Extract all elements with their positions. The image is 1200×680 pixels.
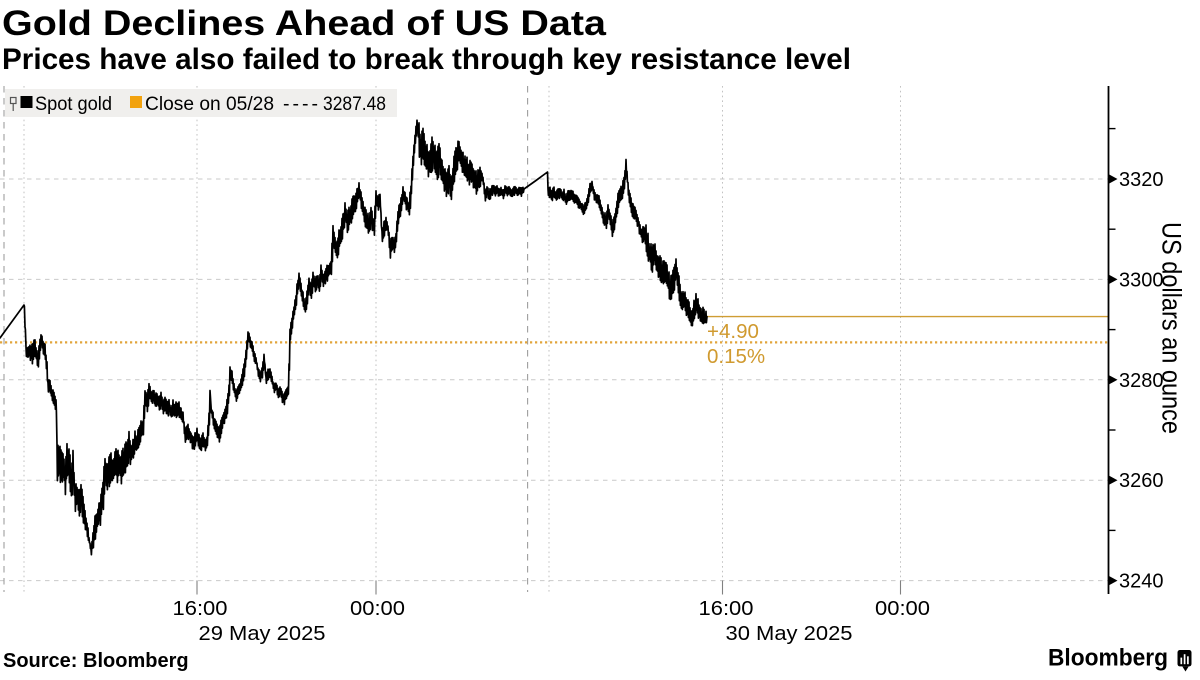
- svg-text:00:00: 00:00: [350, 597, 405, 620]
- svg-text:----: ----: [283, 93, 321, 115]
- svg-text:+4.90: +4.90: [707, 320, 759, 343]
- svg-text:3320: 3320: [1119, 169, 1164, 191]
- svg-text:Prices have also failed to bre: Prices have also failed to break through…: [2, 43, 851, 76]
- svg-text:0.15%: 0.15%: [707, 345, 765, 368]
- svg-text:30 May 2025: 30 May 2025: [726, 622, 853, 645]
- svg-text:Source: Bloomberg: Source: Bloomberg: [3, 650, 189, 672]
- svg-text:29 May 2025: 29 May 2025: [199, 622, 326, 645]
- svg-text:16:00: 16:00: [699, 597, 754, 620]
- svg-text:Close on 05/28: Close on 05/28: [145, 93, 274, 115]
- svg-text:3240: 3240: [1119, 571, 1164, 593]
- svg-text:3280: 3280: [1119, 370, 1164, 392]
- svg-text:3260: 3260: [1119, 470, 1164, 492]
- svg-text:Bloomberg: Bloomberg: [1048, 645, 1168, 672]
- svg-text:Gold Declines Ahead of US Data: Gold Declines Ahead of US Data: [2, 4, 607, 43]
- svg-text:US dollars an ounce: US dollars an ounce: [1157, 222, 1187, 434]
- svg-text:Spot gold: Spot gold: [35, 93, 112, 115]
- svg-text:3300: 3300: [1119, 269, 1164, 291]
- svg-text:3287.48: 3287.48: [323, 93, 386, 115]
- svg-text:00:00: 00:00: [875, 597, 930, 620]
- svg-text:16:00: 16:00: [173, 597, 228, 620]
